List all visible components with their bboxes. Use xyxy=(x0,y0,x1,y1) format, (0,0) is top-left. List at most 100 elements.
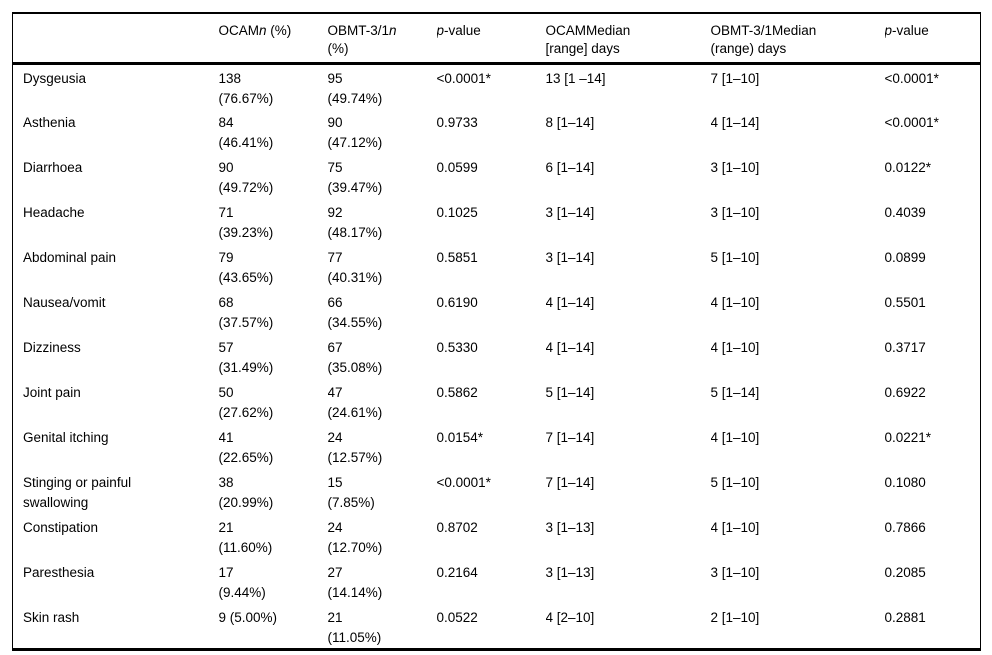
ocam-median-cell: 3 [1–14] xyxy=(545,249,595,265)
table-body: Dysgeusia 138 (76.67%) 95 (49.74%) <0.00… xyxy=(13,63,981,649)
ocam-median-cell: 4 [1–14] xyxy=(545,339,595,355)
obmt-n-cell: 92 (48.17%) xyxy=(327,204,383,240)
obmt-median-cell: 4 [1–10] xyxy=(710,429,760,445)
p-value-frequency-cell: 0.0599 xyxy=(436,159,478,175)
adverse-event-label: Abdominal pain xyxy=(23,249,117,265)
obmt-n-cell: 27 (14.14%) xyxy=(327,564,383,600)
col-header-p-value-frequency: p-value xyxy=(437,13,546,63)
ocam-median-cell: 4 [1–14] xyxy=(545,294,595,310)
header-text: (%) xyxy=(266,23,292,38)
p-value-duration-cell: 0.0221* xyxy=(884,429,932,445)
p-value-frequency-cell: 0.1025 xyxy=(436,204,478,220)
obmt-n-cell: 24 (12.70%) xyxy=(327,519,383,555)
header-text: OCAM xyxy=(218,23,260,38)
header-text: OBMT-3/1Median xyxy=(710,23,817,38)
ocam-n-cell: 84 (46.41%) xyxy=(218,114,274,150)
p-value-duration-cell: 0.0899 xyxy=(884,249,926,265)
col-header-p-value-duration: p-value xyxy=(885,13,981,63)
p-value-frequency-cell: 0.8702 xyxy=(436,519,478,535)
p-value-frequency-cell: 0.5330 xyxy=(436,339,478,355)
obmt-median-cell: 4 [1–10] xyxy=(710,519,760,535)
p-value-duration-cell: 0.6922 xyxy=(884,384,926,400)
ocam-n-cell: 71 (39.23%) xyxy=(218,204,274,240)
col-header-ocam-n: OCAMn (%) xyxy=(219,13,328,63)
p-value-duration-cell: 0.2881 xyxy=(884,609,926,625)
adverse-event-label: Genital itching xyxy=(23,429,109,445)
ocam-median-cell: 7 [1–14] xyxy=(545,474,595,490)
obmt-n-cell: 24 (12.57%) xyxy=(327,429,383,465)
p-value-frequency-cell: 0.5851 xyxy=(436,249,478,265)
obmt-n-cell: 95 (49.74%) xyxy=(327,70,383,106)
header-text: (%) xyxy=(327,41,349,56)
obmt-median-cell: 3 [1–10] xyxy=(710,159,760,175)
ocam-median-cell: 3 [1–14] xyxy=(545,204,595,220)
p-value-duration-cell: <0.0001* xyxy=(884,114,939,130)
col-header-adverse-event xyxy=(13,13,219,63)
obmt-median-cell: 5 [1–10] xyxy=(710,249,760,265)
ocam-n-cell: 38 (20.99%) xyxy=(218,474,274,510)
p-value-duration-cell: <0.0001* xyxy=(884,70,939,86)
obmt-median-cell: 4 [1–10] xyxy=(710,339,760,355)
p-value-frequency-cell: 0.9733 xyxy=(436,114,478,130)
ocam-median-cell: 3 [1–13] xyxy=(545,564,595,580)
obmt-n-cell: 67 (35.08%) xyxy=(327,339,383,375)
table-row: Abdominal pain 79 (43.65%) 77 (40.31%) 0… xyxy=(13,244,981,289)
obmt-median-cell: 4 [1–14] xyxy=(710,114,760,130)
p-value-duration-cell: 0.4039 xyxy=(884,204,926,220)
ocam-n-cell: 9 (5.00%) xyxy=(218,609,278,625)
adverse-event-label: Paresthesia xyxy=(23,564,95,580)
ocam-median-cell: 13 [1 –14] xyxy=(545,70,606,86)
table-row: Genital itching 41 (22.65%) 24 (12.57%) … xyxy=(13,424,981,469)
header-text: -value xyxy=(444,23,481,38)
adverse-event-label: Diarrhoea xyxy=(23,159,83,175)
header-text: (range) days xyxy=(710,41,787,56)
adverse-event-label: Skin rash xyxy=(23,609,80,625)
obmt-n-cell: 47 (24.61%) xyxy=(327,384,383,420)
ocam-median-cell: 8 [1–14] xyxy=(545,114,595,130)
table-row: Skin rash 9 (5.00%) 21 (11.05%) 0.0522 4… xyxy=(13,604,981,650)
table-row: Dizziness 57 (31.49%) 67 (35.08%) 0.5330… xyxy=(13,334,981,379)
obmt-median-cell: 7 [1–10] xyxy=(710,70,760,86)
table-row: Paresthesia 17 (9.44%) 27 (14.14%) 0.216… xyxy=(13,559,981,604)
ocam-n-cell: 21 (11.60%) xyxy=(218,519,273,555)
adverse-event-label: Constipation xyxy=(23,519,99,535)
header-text: [range] days xyxy=(545,41,620,56)
ocam-median-cell: 7 [1–14] xyxy=(545,429,595,445)
p-value-frequency-cell: <0.0001* xyxy=(436,474,491,490)
table-row: Constipation 21 (11.60%) 24 (12.70%) 0.8… xyxy=(13,514,981,559)
table-row: Stinging or painful swallowing 38 (20.99… xyxy=(13,469,981,514)
obmt-n-cell: 15 (7.85%) xyxy=(327,474,375,510)
p-value-duration-cell: 0.7866 xyxy=(884,519,926,535)
obmt-median-cell: 5 [1–10] xyxy=(710,474,760,490)
header-text: OCAMMedian xyxy=(545,23,631,38)
adverse-event-label: Nausea/vomit xyxy=(23,294,106,310)
adverse-event-label: Headache xyxy=(23,204,85,220)
adverse-event-label: Dizziness xyxy=(23,339,81,355)
table-row: Nausea/vomit 68 (37.57%) 66 (34.55%) 0.6… xyxy=(13,289,981,334)
obmt-n-cell: 75 (39.47%) xyxy=(327,159,383,195)
p-value-duration-cell: 0.5501 xyxy=(884,294,926,310)
table-row: Asthenia 84 (46.41%) 90 (47.12%) 0.9733 … xyxy=(13,109,981,154)
adverse-event-label: Stinging or painful swallowing xyxy=(23,474,132,510)
obmt-n-cell: 90 (47.12%) xyxy=(327,114,383,150)
ocam-n-cell: 17 (9.44%) xyxy=(218,564,266,600)
obmt-median-cell: 3 [1–10] xyxy=(710,564,760,580)
p-value-frequency-cell: 0.6190 xyxy=(436,294,478,310)
col-header-obmt-median: OBMT-3/1Median (range) days xyxy=(711,13,885,63)
ocam-n-cell: 79 (43.65%) xyxy=(218,249,274,285)
p-value-duration-cell: 0.0122* xyxy=(884,159,932,175)
obmt-median-cell: 3 [1–10] xyxy=(710,204,760,220)
ocam-n-cell: 50 (27.62%) xyxy=(218,384,274,420)
col-header-ocam-median: OCAMMedian [range] days xyxy=(546,13,711,63)
header-italic-p: p xyxy=(884,23,893,38)
obmt-n-cell: 77 (40.31%) xyxy=(327,249,383,285)
table-row: Headache 71 (39.23%) 92 (48.17%) 0.1025 … xyxy=(13,199,981,244)
header-row: OCAMn (%) OBMT-3/1n (%) p-value OCAMMedia… xyxy=(12,13,981,63)
ocam-n-cell: 90 (49.72%) xyxy=(218,159,274,195)
ocam-n-cell: 68 (37.57%) xyxy=(218,294,274,330)
header-text: -value xyxy=(892,23,929,38)
ocam-median-cell: 5 [1–14] xyxy=(545,384,595,400)
header-italic-n: n xyxy=(389,23,397,38)
adverse-events-table: OCAMn (%) OBMT-3/1n (%) p-value OCAMMedia… xyxy=(12,12,981,651)
ocam-n-cell: 138 (76.67%) xyxy=(218,70,274,106)
